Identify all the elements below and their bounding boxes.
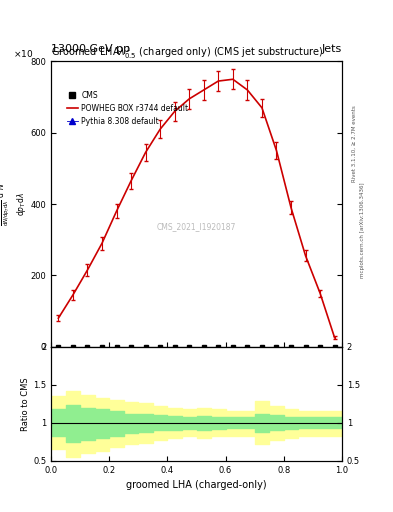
Text: mcplots.cern.ch [arXiv:1306.3436]: mcplots.cern.ch [arXiv:1306.3436] (360, 183, 365, 278)
Text: CMS_2021_I1920187: CMS_2021_I1920187 (157, 222, 236, 231)
Y-axis label: Ratio to CMS: Ratio to CMS (21, 377, 30, 431)
Text: Rivet 3.1.10, ≥ 2.7M events: Rivet 3.1.10, ≥ 2.7M events (352, 105, 357, 182)
Legend: CMS, POWHEG BOX r3744 default, Pythia 8.308 default: CMS, POWHEG BOX r3744 default, Pythia 8.… (64, 88, 191, 129)
Text: 13000 GeV pp: 13000 GeV pp (51, 44, 130, 54)
Text: Groomed LHA$\lambda^1_{0.5}$ (charged only) (CMS jet substructure): Groomed LHA$\lambda^1_{0.5}$ (charged on… (51, 44, 324, 61)
X-axis label: groomed LHA (charged-only): groomed LHA (charged-only) (126, 480, 267, 490)
Text: $\times 10$: $\times 10$ (13, 48, 34, 58)
Text: Jets: Jets (321, 44, 342, 54)
Y-axis label: $\frac{1}{\mathrm{d}N / \mathrm{d}p_T \mathrm{d}\lambda}$ $\mathrm{d}^2N$
$\math: $\frac{1}{\mathrm{d}N / \mathrm{d}p_T \m… (0, 182, 28, 226)
